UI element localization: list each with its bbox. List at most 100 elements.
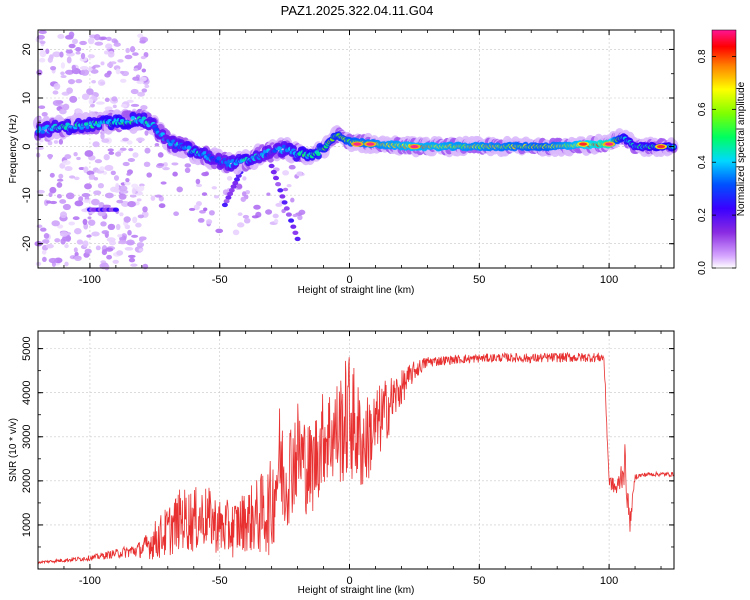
spectrogram-cell bbox=[66, 56, 72, 64]
spectrogram-cell bbox=[62, 103, 70, 111]
spectrogram-cell bbox=[139, 40, 146, 44]
spectrogram-cell bbox=[88, 98, 94, 105]
spectrogram-cell bbox=[211, 186, 217, 190]
spectrogram-cell bbox=[245, 189, 251, 195]
spectrogram-cell bbox=[104, 164, 114, 171]
spectrogram-cell bbox=[115, 151, 122, 157]
spectrogram-cell bbox=[106, 254, 113, 260]
spectrogram-cell bbox=[117, 59, 124, 63]
spectrogram-cell bbox=[127, 158, 136, 162]
spectrogram-cell bbox=[129, 46, 136, 53]
spectrogram-cell bbox=[59, 199, 67, 204]
colorbar-ticks: 0.0 0.2 0.4 0.6 0.8 bbox=[697, 49, 736, 275]
spectrogram-cell bbox=[73, 176, 80, 181]
spectrogram-cell bbox=[83, 166, 89, 174]
spectrogram-cell bbox=[60, 71, 65, 76]
spectrogram-cell bbox=[135, 201, 140, 206]
spectrogram-cell bbox=[137, 62, 143, 70]
spectrogram-cell bbox=[80, 52, 86, 60]
spectrogram-cell bbox=[270, 169, 277, 175]
spectrogram-cell bbox=[104, 50, 109, 55]
spectrogram-cell bbox=[119, 147, 127, 152]
snr-x-tick-label: 100 bbox=[600, 575, 618, 587]
spectrogram-cell bbox=[48, 257, 58, 264]
spectrogram-cell bbox=[74, 251, 79, 257]
spectrogram-cell bbox=[101, 249, 108, 256]
spectrogram-cell bbox=[67, 78, 76, 85]
spectrogram-cell bbox=[133, 67, 139, 72]
spectrogram-cell bbox=[144, 84, 150, 89]
spectrogram-cell bbox=[93, 190, 102, 196]
spectrogram-cell bbox=[65, 49, 73, 54]
spectrogram-cell bbox=[146, 172, 153, 178]
spectrogram-cell bbox=[118, 193, 127, 200]
snr-x-tick-label: 50 bbox=[473, 575, 485, 587]
spectrogram-cell bbox=[173, 211, 179, 216]
spectrogram-cell bbox=[118, 185, 128, 192]
spectrogram-cell bbox=[139, 185, 145, 192]
snr-series-line bbox=[37, 351, 675, 565]
spectrogram-cell bbox=[140, 104, 148, 111]
spectrogram-cell bbox=[286, 184, 292, 188]
spectrogram-cell bbox=[47, 56, 53, 63]
spectrogram-cell bbox=[59, 51, 64, 58]
spectrogram-cell bbox=[100, 221, 107, 227]
spectrogram-cell bbox=[59, 231, 69, 237]
spectrogram-cell bbox=[74, 200, 84, 207]
spectrogram-cell bbox=[130, 116, 136, 120]
colorbar: 0.0 0.2 0.4 0.6 0.8 Normalized spectral ampl… bbox=[697, 29, 747, 275]
spectrogram-cell bbox=[57, 178, 64, 182]
spectrogram-x-tick-label: 0 bbox=[346, 274, 352, 286]
spectrogram-cell bbox=[45, 243, 54, 249]
spectrogram-cell bbox=[87, 54, 95, 59]
spectrogram-cell bbox=[112, 259, 119, 264]
spectrogram-cell bbox=[52, 90, 59, 95]
spectrogram-cell bbox=[410, 145, 419, 149]
spectrogram-cell bbox=[176, 186, 183, 193]
spectrogram-cell bbox=[216, 156, 222, 161]
spectrogram-cell bbox=[160, 181, 167, 185]
spectrogram-cell bbox=[141, 68, 147, 73]
spectrogram-y-tick-label: 10 bbox=[21, 92, 33, 104]
spectrogram-cell bbox=[51, 220, 60, 227]
spectrogram-cell bbox=[283, 206, 290, 211]
spectrogram-cell bbox=[98, 201, 105, 209]
spectrogram-cell bbox=[75, 51, 81, 55]
spectrogram-cell bbox=[58, 173, 64, 179]
spectrogram-cell bbox=[281, 200, 288, 205]
spectrogram-cell bbox=[69, 175, 76, 179]
spectrogram-cell bbox=[162, 166, 170, 171]
spectrogram-cell bbox=[128, 147, 134, 152]
spectrogram-cell bbox=[91, 80, 97, 84]
spectrogram-cell bbox=[94, 159, 103, 164]
spectrogram-cell bbox=[657, 145, 665, 149]
snr-panel: -100 -50 0 50 100 1000 2000 3000 4000 5000 Heigh… bbox=[8, 330, 675, 596]
spectrogram-cell bbox=[58, 138, 64, 145]
spectrogram-cell bbox=[74, 255, 82, 262]
spectrogram-cell bbox=[73, 228, 82, 235]
spectrogram-cell bbox=[48, 154, 53, 160]
spectrogram-cell bbox=[232, 180, 239, 186]
spectrogram-cell bbox=[294, 236, 301, 242]
snr-x-tick-label: -100 bbox=[79, 575, 101, 587]
spectrogram-cell bbox=[62, 203, 71, 211]
spectrogram-cell bbox=[97, 183, 104, 189]
spectrogram-cell bbox=[88, 67, 93, 72]
spectrogram-cell bbox=[49, 172, 55, 178]
spectrogram-cell bbox=[78, 166, 85, 171]
spectrogram-cell bbox=[290, 197, 295, 203]
spectrogram-cell bbox=[86, 88, 94, 95]
spectrogram-cell bbox=[275, 182, 282, 187]
spectrogram-x-tick-label: 100 bbox=[600, 274, 618, 286]
spectrogram-cell bbox=[195, 178, 201, 185]
spectrogram-cell bbox=[120, 78, 127, 83]
spectrogram-cell bbox=[221, 202, 228, 208]
spectrogram-cell bbox=[132, 152, 139, 158]
spectrogram-grid bbox=[38, 30, 674, 268]
spectrogram-cell bbox=[268, 163, 275, 169]
snr-x-axis-title: Height of straight line (km) bbox=[298, 585, 415, 596]
spectrogram-cell bbox=[92, 141, 100, 148]
spectrogram-y-axis-title: Frequency (Hz) bbox=[8, 115, 19, 184]
spectrogram-cell bbox=[253, 204, 261, 210]
